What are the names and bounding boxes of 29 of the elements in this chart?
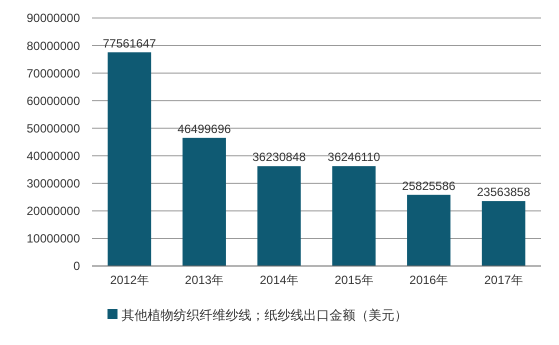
bar (108, 52, 152, 266)
y-tick-label: 10000000 (26, 232, 80, 246)
y-tick-label: 70000000 (26, 66, 80, 80)
x-tick-label: 2015年 (334, 273, 374, 287)
data-label: 23563858 (476, 185, 531, 200)
data-label: 36246110 (328, 150, 380, 164)
y-tick-label: 30000000 (26, 176, 80, 191)
y-tick-label: 40000000 (26, 148, 80, 163)
x-tick-label: 2014年 (260, 273, 298, 287)
data-label: 25825586 (402, 178, 456, 193)
bar (182, 138, 226, 266)
y-tick-label: 0 (73, 259, 80, 274)
y-tick-label: 20000000 (26, 204, 80, 218)
x-tick-label: 2016年 (409, 273, 448, 287)
bar (332, 166, 376, 266)
x-tick-label: 2013年 (184, 273, 224, 287)
x-tick-label: 2012年 (110, 273, 149, 287)
legend-label: 其他植物纺织纤维纱线；纸纱线出口金额（美元） (122, 308, 408, 323)
y-tick-label: 60000000 (26, 94, 80, 108)
bar (407, 194, 450, 266)
data-label: 77561647 (102, 36, 156, 50)
y-tick-label: 80000000 (26, 38, 80, 53)
x-tick-label: 2017年 (484, 273, 523, 287)
bar (257, 166, 301, 266)
y-tick-label: 50000000 (26, 121, 80, 136)
data-label: 36230848 (252, 150, 306, 164)
bar (482, 201, 526, 266)
y-tick-label: 90000000 (26, 11, 80, 26)
data-label: 46499696 (178, 122, 232, 136)
